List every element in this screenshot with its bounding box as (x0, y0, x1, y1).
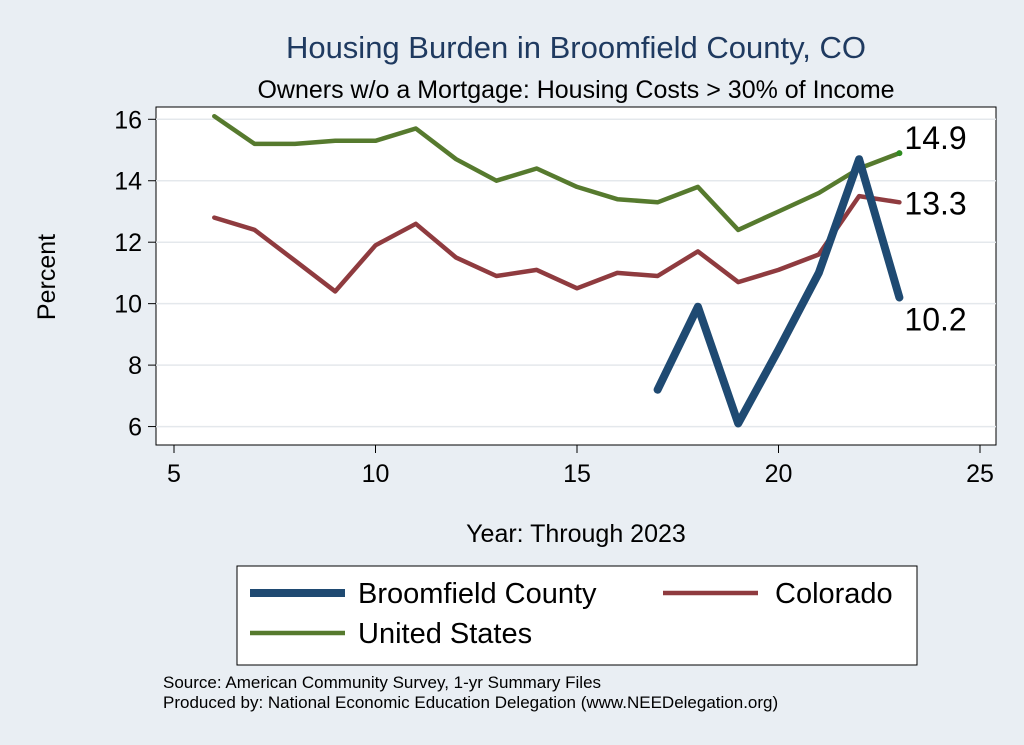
y-tick-label: 6 (128, 414, 142, 442)
x-tick-label: 20 (765, 460, 793, 488)
source-note: Source: American Community Survey, 1-yr … (163, 673, 601, 692)
legend (236, 565, 918, 666)
series-line-broomfield-county (653, 155, 904, 428)
producer-note: Produced by: National Economic Education… (163, 693, 778, 712)
x-tick-label: 15 (563, 460, 591, 488)
legend-label-united-states: United States (358, 618, 532, 650)
x-tick-label: 25 (966, 460, 994, 488)
x-axis: 5 10 15 20 25 (167, 445, 994, 488)
y-axis: 6 8 10 12 14 16 (114, 106, 156, 442)
x-tick-label: 10 (362, 460, 390, 488)
y-tick-label: 12 (114, 229, 142, 257)
legend-label-colorado: Colorado (775, 578, 893, 610)
x-tick-label: 5 (167, 460, 181, 488)
legend-items: Broomfield County Colorado United States (250, 578, 893, 650)
x-axis-title: Year: Through 2023 (466, 520, 686, 548)
gridlines (156, 118, 996, 428)
end-label-broomfield-county: 10.2 (904, 302, 966, 338)
y-tick-label: 8 (128, 352, 142, 380)
y-tick-label: 14 (114, 168, 142, 196)
series-line-colorado (212, 193, 902, 294)
series-lines (212, 113, 904, 428)
series-end-marker (896, 150, 903, 157)
series-line-united-states (212, 113, 902, 233)
chart-title: Housing Burden in Broomfield County, CO (286, 30, 866, 65)
end-labels: 10.2 13.3 14.9 (904, 120, 966, 337)
end-label-united-states: 14.9 (904, 120, 966, 156)
y-tick-label: 10 (114, 291, 142, 319)
chart-subtitle: Owners w/o a Mortgage: Housing Costs > 3… (257, 76, 894, 104)
y-tick-label: 16 (114, 106, 142, 134)
y-axis-title: Percent (33, 234, 61, 320)
plot-area (155, 106, 997, 446)
end-label-colorado: 13.3 (904, 185, 966, 221)
legend-label-broomfield-county: Broomfield County (358, 578, 597, 610)
